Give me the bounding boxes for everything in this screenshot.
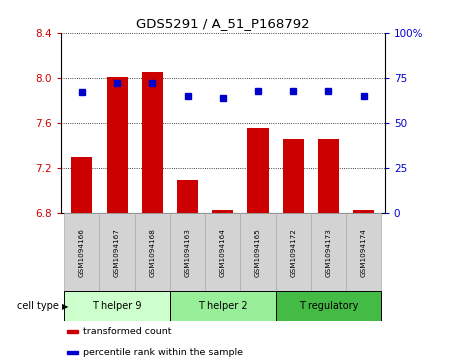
Bar bbox=[353, 210, 374, 213]
Text: T helper 9: T helper 9 bbox=[92, 301, 142, 311]
Text: GSM1094165: GSM1094165 bbox=[255, 228, 261, 277]
Bar bbox=[64, 213, 99, 291]
Text: percentile rank within the sample: percentile rank within the sample bbox=[83, 348, 243, 357]
Text: GSM1094168: GSM1094168 bbox=[149, 228, 155, 277]
Text: T regulatory: T regulatory bbox=[299, 301, 358, 311]
Bar bbox=[135, 213, 170, 291]
Text: GSM1094167: GSM1094167 bbox=[114, 228, 120, 277]
Title: GDS5291 / A_51_P168792: GDS5291 / A_51_P168792 bbox=[136, 17, 310, 30]
Bar bbox=[177, 180, 198, 213]
Text: transformed count: transformed count bbox=[83, 327, 171, 336]
Bar bbox=[346, 213, 381, 291]
Text: GSM1094164: GSM1094164 bbox=[220, 228, 226, 277]
Text: GSM1094174: GSM1094174 bbox=[360, 228, 367, 277]
Bar bbox=[275, 213, 311, 291]
Bar bbox=[318, 139, 339, 213]
Bar bbox=[205, 213, 240, 291]
Bar bbox=[67, 330, 78, 333]
Text: GSM1094173: GSM1094173 bbox=[325, 228, 331, 277]
Bar bbox=[142, 72, 163, 213]
Text: GSM1094166: GSM1094166 bbox=[79, 228, 85, 277]
Bar bbox=[170, 291, 275, 321]
Text: cell type: cell type bbox=[17, 301, 58, 311]
Bar bbox=[71, 157, 92, 213]
Bar bbox=[275, 291, 381, 321]
Bar bbox=[248, 127, 269, 213]
Bar bbox=[67, 351, 78, 354]
Bar bbox=[64, 291, 170, 321]
Bar bbox=[212, 210, 233, 213]
Text: ▶: ▶ bbox=[62, 302, 68, 311]
Bar bbox=[240, 213, 275, 291]
Bar bbox=[170, 213, 205, 291]
Text: GSM1094172: GSM1094172 bbox=[290, 228, 296, 277]
Text: GSM1094163: GSM1094163 bbox=[184, 228, 190, 277]
Bar bbox=[283, 139, 304, 213]
Bar bbox=[99, 213, 135, 291]
Bar bbox=[107, 77, 128, 213]
Bar bbox=[311, 213, 346, 291]
Text: T helper 2: T helper 2 bbox=[198, 301, 248, 311]
